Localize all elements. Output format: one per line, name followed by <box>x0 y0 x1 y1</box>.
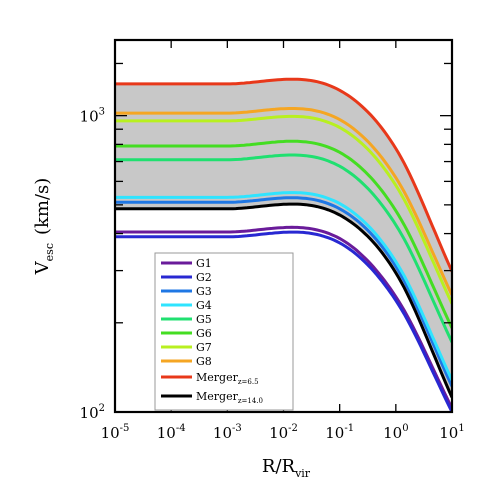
series-line-g6 <box>115 139 452 329</box>
series-line-g4 <box>115 191 452 381</box>
y-tick-label: 103 <box>80 107 105 126</box>
series-line-g7 <box>115 114 452 305</box>
x-tick-label: 101 <box>439 423 464 442</box>
series-line-g8 <box>115 107 452 296</box>
legend-label: G6 <box>196 327 212 340</box>
x-tick-label: 10-5 <box>101 423 130 442</box>
series-line-g3 <box>115 196 452 388</box>
x-tick-label: 10-1 <box>325 423 354 442</box>
x-tick-label: 100 <box>383 423 408 442</box>
plot-frame <box>113 38 454 414</box>
x-tick-label: 10-4 <box>157 423 186 442</box>
tick-labels-layer: 10-5 10-4 10-3 10-2 10-1 100 101 102 103 <box>80 107 465 442</box>
series-line-g1 <box>115 225 452 409</box>
y-tick-label: 102 <box>80 403 105 422</box>
x-tick-label: 10-3 <box>213 423 242 442</box>
legend-label: G7 <box>196 341 212 354</box>
series-line-g2 <box>115 230 452 412</box>
series-line-merger-z-6-5 <box>115 77 452 273</box>
series-line-merger-z-14-0 <box>115 202 452 399</box>
x-tick-label: 10-2 <box>269 423 298 442</box>
legend-label: Mergerz=6.5 <box>196 371 259 386</box>
legend-label: G3 <box>196 285 212 298</box>
legend-label: G2 <box>196 271 212 284</box>
y-axis-label: Vesc(km/s) <box>32 178 56 276</box>
legend-label: G1 <box>196 257 212 270</box>
series-lines-layer <box>115 77 452 412</box>
legend-label: G5 <box>196 313 212 326</box>
legend-label: G4 <box>196 299 212 312</box>
legend-label: G8 <box>196 355 212 368</box>
legend-label: Mergerz=14.0 <box>196 390 263 405</box>
series-line-g5 <box>115 153 452 343</box>
x-axis-label: R/Rvir <box>262 456 311 480</box>
